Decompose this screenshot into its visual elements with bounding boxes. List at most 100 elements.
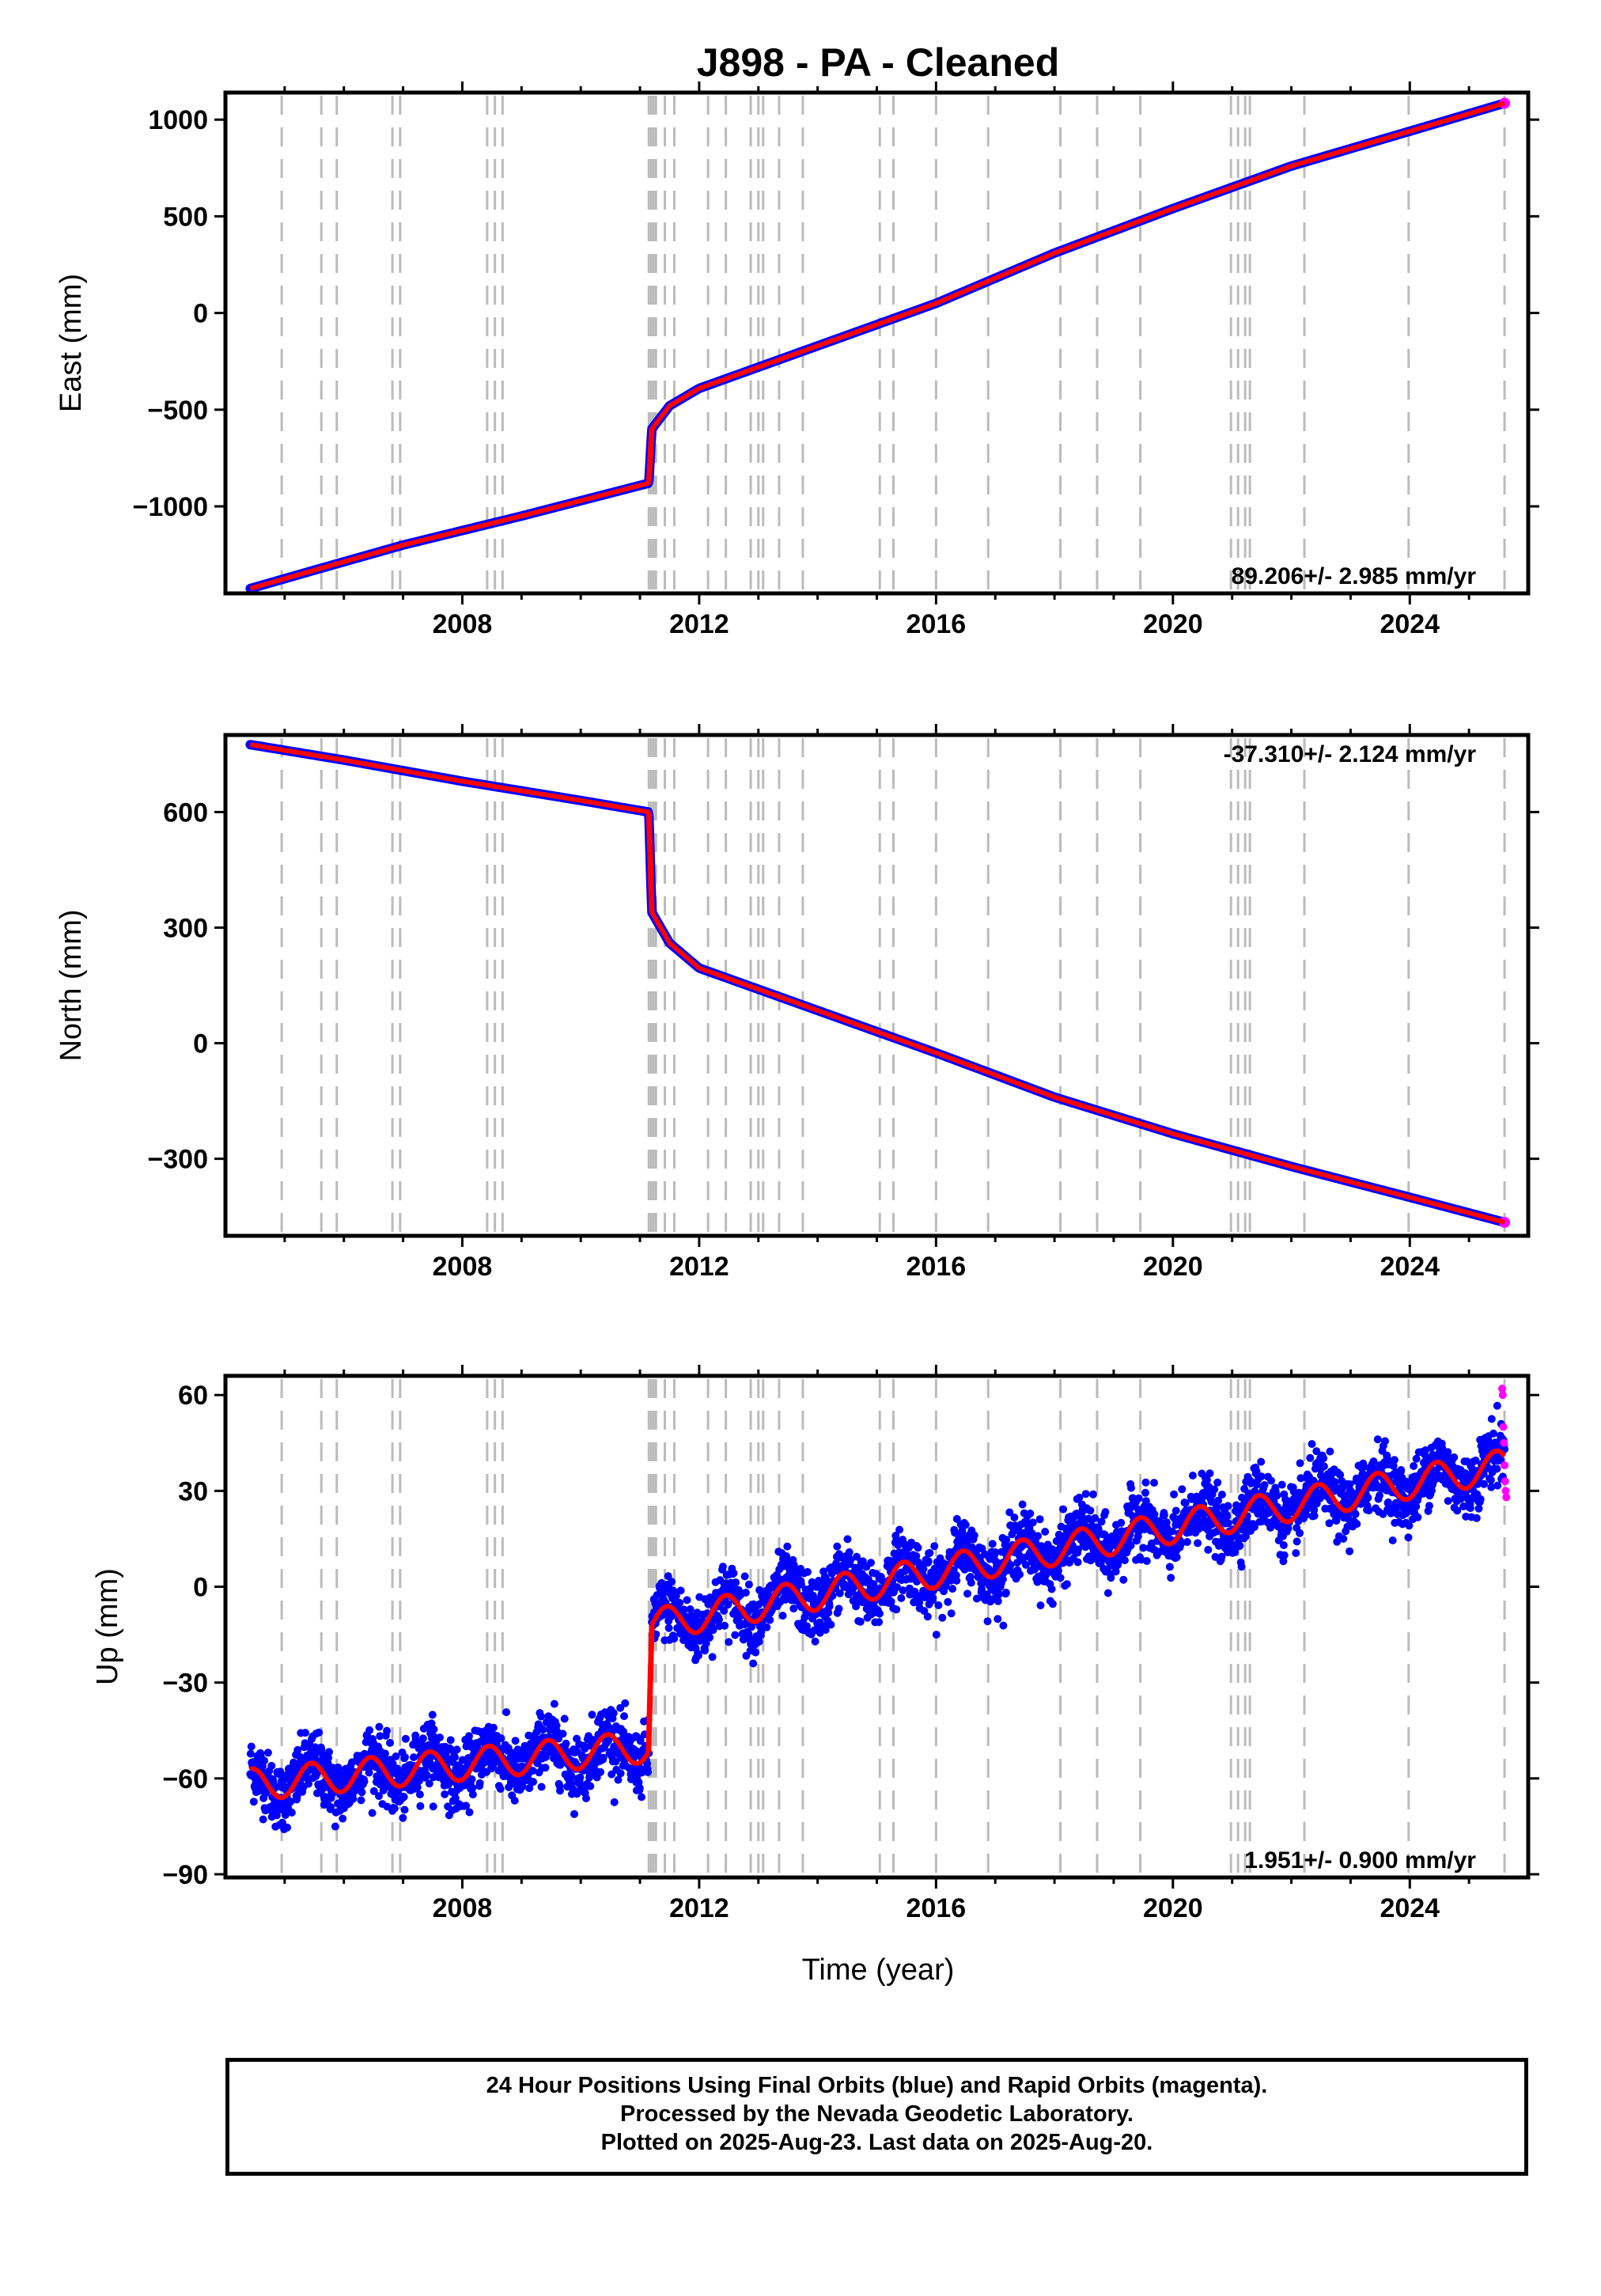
final-orbit-point: [1001, 1589, 1010, 1597]
final-orbit-point: [430, 1725, 438, 1733]
final-orbit-point: [676, 1598, 684, 1607]
x-tick-label: 2008: [433, 609, 493, 639]
final-orbit-point: [582, 1794, 590, 1802]
model-fit-step: [645, 812, 655, 913]
final-orbit-point: [1238, 1493, 1246, 1502]
final-orbit-point: [502, 1708, 511, 1717]
final-orbit-point: [418, 1734, 427, 1743]
final-orbit-point: [978, 1585, 986, 1593]
final-orbit-point: [1005, 1508, 1014, 1517]
final-orbit-point: [1178, 1485, 1187, 1494]
final-orbit-point: [1111, 1567, 1120, 1576]
final-orbit-point: [686, 1605, 695, 1613]
final-orbit-point: [560, 1714, 569, 1723]
final-orbit-point: [1048, 1600, 1057, 1608]
final-orbit-point: [1425, 1502, 1433, 1510]
final-orbit-point: [1210, 1485, 1219, 1494]
final-orbit-point: [1097, 1517, 1106, 1526]
rapid-orbit-point: [1498, 1391, 1507, 1400]
final-orbit-point: [339, 1814, 347, 1823]
final-orbit-point: [399, 1813, 407, 1822]
final-orbit-point: [724, 1600, 732, 1608]
final-orbit-point: [1036, 1601, 1045, 1610]
final-orbit-point: [970, 1531, 978, 1540]
final-orbit-point: [427, 1719, 436, 1728]
y-axis-title: Up (mm): [91, 1568, 124, 1685]
final-orbit-point: [1476, 1495, 1485, 1503]
final-orbit-point: [808, 1591, 817, 1600]
final-orbit-point: [897, 1594, 906, 1602]
final-orbit-point: [504, 1744, 513, 1752]
final-orbit-point: [1277, 1480, 1286, 1489]
final-orbit-point: [1183, 1538, 1191, 1546]
final-orbit-point: [1489, 1429, 1497, 1438]
model-fit-line: [649, 1448, 1507, 1635]
final-orbit-point: [301, 1729, 309, 1737]
final-orbit-point: [729, 1569, 738, 1578]
final-orbit-point: [1047, 1585, 1056, 1593]
final-orbit-point: [718, 1563, 727, 1571]
final-orbit-point: [293, 1792, 301, 1801]
final-orbit-point: [899, 1586, 907, 1595]
final-orbit-point: [1493, 1464, 1501, 1473]
y-tick-label: 1000: [148, 105, 208, 135]
final-orbit-point: [1205, 1469, 1214, 1478]
final-orbit-point: [510, 1796, 519, 1805]
final-orbit-point: [846, 1555, 855, 1564]
final-orbit-point: [1405, 1521, 1414, 1530]
final-orbit-point: [1199, 1510, 1208, 1518]
final-orbit-point: [778, 1612, 787, 1620]
final-orbit-point: [541, 1764, 550, 1772]
final-orbit-point: [1041, 1528, 1050, 1536]
final-orbit-point: [1107, 1574, 1115, 1582]
final-orbit-point: [518, 1783, 527, 1791]
final-orbit-point: [599, 1753, 607, 1762]
final-orbit-point: [489, 1723, 498, 1732]
final-orbit-point: [585, 1771, 594, 1779]
final-orbit-point: [1150, 1510, 1159, 1518]
footer-line-2: Processed by the Nevada Geodetic Laborat…: [620, 2101, 1134, 2127]
final-orbit-point: [721, 1621, 729, 1630]
final-orbit-point: [467, 1775, 476, 1783]
final-orbit-point: [1450, 1453, 1459, 1461]
final-orbit-point: [1404, 1533, 1413, 1542]
final-orbit-point: [789, 1605, 798, 1613]
x-tick-label: 2020: [1143, 1252, 1203, 1282]
final-orbit-point: [1260, 1481, 1269, 1489]
final-orbit-point: [1016, 1570, 1024, 1578]
final-orbit-point: [1165, 1563, 1174, 1571]
final-orbit-point: [537, 1712, 546, 1721]
final-orbit-point: [425, 1779, 433, 1788]
final-orbit-point: [1089, 1490, 1097, 1498]
final-orbit-point: [1353, 1520, 1361, 1529]
final-orbit-point: [358, 1788, 366, 1797]
final-orbit-point: [1101, 1508, 1110, 1517]
rate-label: -37.310+/- 2.124 mm/yr: [1224, 741, 1477, 767]
x-tick-label: 2020: [1143, 609, 1203, 639]
final-orbit-point: [958, 1527, 967, 1535]
final-orbit-point: [1194, 1539, 1202, 1548]
final-orbit-point: [609, 1709, 618, 1718]
final-orbit-point: [556, 1786, 564, 1795]
final-orbit-point: [843, 1535, 852, 1544]
final-orbit-point: [999, 1621, 1008, 1630]
final-orbit-point: [511, 1737, 520, 1745]
final-orbit-point: [1091, 1514, 1100, 1522]
final-orbit-point: [1150, 1479, 1158, 1487]
final-orbit-point: [1480, 1480, 1489, 1488]
up-panel: 2008 2012 2016 2020 2024 60 30 0 −30 −60 −90 Up (mm…: [91, 1365, 1539, 1923]
final-orbit-point: [386, 1738, 394, 1747]
final-orbit-point: [1252, 1467, 1261, 1476]
final-orbit-point: [365, 1726, 374, 1734]
final-orbit-point: [468, 1784, 477, 1792]
final-orbit-point: [1486, 1476, 1495, 1484]
final-orbit-point: [281, 1811, 290, 1819]
final-orbit-point: [1188, 1472, 1197, 1480]
y-tick-label: −1000: [133, 492, 209, 522]
final-orbit-point: [983, 1617, 992, 1626]
final-orbit-point: [664, 1623, 673, 1632]
final-orbit-point: [375, 1792, 383, 1801]
final-orbit-point: [924, 1557, 933, 1566]
final-orbit-point: [1236, 1541, 1244, 1550]
